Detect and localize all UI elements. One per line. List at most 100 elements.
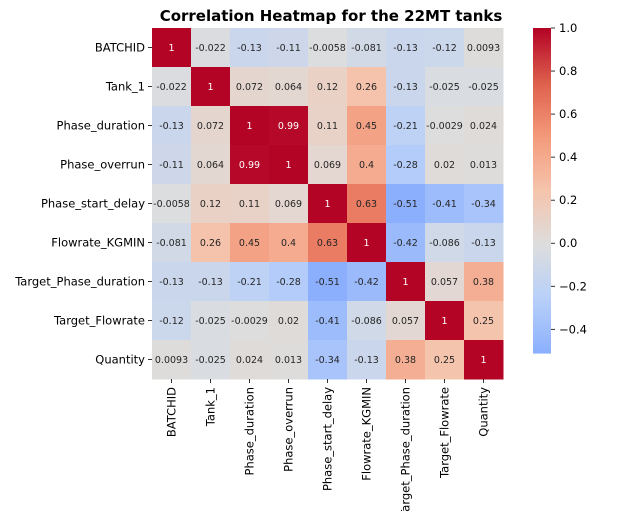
colorbar-segment (533, 138, 551, 142)
colorbar-segment (533, 175, 551, 179)
colorbar-segment (533, 270, 551, 274)
heatmap-cell (464, 223, 504, 263)
colorbar-segment (533, 163, 551, 167)
heatmap-cell (308, 223, 348, 263)
heatmap-cell-value: -0.34 (315, 355, 340, 366)
heatmap-cell-value: -0.0029 (426, 121, 463, 132)
heatmap-cell-value: 0.99 (239, 160, 260, 171)
heatmap-cell-value: 0.069 (275, 199, 302, 210)
heatmap-cell (230, 301, 270, 341)
heatmap-cell-value: -0.41 (432, 199, 457, 210)
colorbar-segment (533, 323, 551, 327)
colorbar-segment (533, 208, 551, 212)
heatmap-cell-value: 0.072 (197, 121, 224, 132)
colorbar-segment (533, 173, 551, 177)
heatmap-cell-value: 0.069 (314, 160, 341, 171)
x-tick-label: Tank_1 (204, 387, 218, 427)
colorbar-segment (533, 220, 551, 224)
heatmap-cell (347, 28, 387, 68)
colorbar-segment (533, 245, 551, 249)
heatmap-cell-labels: 1 -0.022 -0.13 -0.11 -0.0058 -0.081 -0.13 -0.12… (153, 43, 500, 366)
colorbar-segment (533, 213, 551, 217)
colorbar: 1.0 0.8 0.6 0.4 0.2 0.0 −0.2 −0.4 (533, 21, 587, 354)
colorbar-segment (533, 98, 551, 102)
heatmap-cell (269, 184, 309, 224)
colorbar-segment (533, 160, 551, 164)
heatmap-cell-value: 0.057 (431, 277, 458, 288)
heatmap-cell-value: 1 (324, 199, 330, 210)
heatmap-cell (269, 145, 309, 185)
colorbar-segment (533, 263, 551, 267)
heatmap-cell (347, 223, 387, 263)
heatmap-cell (230, 262, 270, 302)
heatmap-cell-value: -0.025 (468, 82, 499, 93)
heatmap-cell (386, 145, 426, 185)
heatmap-cell-value: -0.13 (393, 82, 418, 93)
colorbar-segment (533, 305, 551, 309)
colorbar-tick-label: 1.0 (559, 21, 577, 35)
heatmap-cell-value: 0.057 (392, 316, 419, 327)
heatmap-cell-value: -0.025 (195, 316, 226, 327)
heatmap-cell-value: 0.26 (200, 238, 221, 249)
colorbar-segment (533, 278, 551, 282)
heatmap-cell-value: -0.51 (315, 277, 340, 288)
colorbar-segment (533, 40, 551, 44)
heatmap-cell-value: 0.26 (356, 82, 377, 93)
heatmap-cell (425, 67, 465, 107)
colorbar-segment (533, 238, 551, 242)
heatmap-cell (152, 262, 192, 302)
heatmap-cell (152, 223, 192, 263)
colorbar-segment (533, 218, 551, 222)
heatmap-cell (230, 67, 270, 107)
heatmap-cell-value: -0.0058 (153, 199, 190, 210)
colorbar-segment (533, 95, 551, 99)
heatmap-cell-value: -0.28 (393, 160, 418, 171)
heatmap-cell-value: 1 (402, 277, 408, 288)
heatmap-cell (152, 184, 192, 224)
colorbar-segment (533, 243, 551, 247)
heatmap-cell-value: 0.4 (359, 160, 374, 171)
y-tick-label: Target_Phase_duration (14, 275, 145, 289)
heatmap-cell-value: 0.072 (236, 82, 263, 93)
heatmap-cells (152, 28, 504, 380)
colorbar-segment (533, 315, 551, 319)
heatmap-cell-value: 0.0093 (467, 43, 500, 54)
colorbar-segment (533, 308, 551, 312)
heatmap-cell-value: 0.11 (239, 199, 260, 210)
heatmap-cell (269, 223, 309, 263)
colorbar-segment (533, 228, 551, 232)
heatmap-cell (425, 184, 465, 224)
heatmap-cell-value: -0.13 (159, 121, 184, 132)
heatmap-cell (386, 106, 426, 146)
heatmap-cell-value: 0.25 (434, 355, 455, 366)
heatmap-cell-value: -0.11 (159, 160, 184, 171)
colorbar-segment (533, 165, 551, 169)
heatmap-cell (152, 28, 192, 68)
heatmap-cell (269, 28, 309, 68)
heatmap-cell (464, 28, 504, 68)
heatmap-cell-value: -0.022 (195, 43, 226, 54)
heatmap-cell (464, 340, 504, 380)
colorbar-segment (533, 350, 551, 354)
heatmap-cell-value: 0.12 (317, 82, 338, 93)
colorbar-segment (533, 225, 551, 229)
heatmap-cell (464, 145, 504, 185)
heatmap-cell (386, 67, 426, 107)
colorbar-segment (533, 78, 551, 82)
heatmap-cell-value: 0.0093 (155, 355, 188, 366)
heatmap-cell-value: 0.12 (200, 199, 221, 210)
heatmap-cell-value: -0.0058 (309, 43, 346, 54)
heatmap-cell (425, 223, 465, 263)
x-tick-label: BATCHID (165, 387, 179, 437)
heatmap-cell-value: 1 (480, 355, 486, 366)
colorbar-segment (533, 45, 551, 49)
heatmap-cell-value: -0.21 (237, 277, 262, 288)
colorbar-segment (533, 68, 551, 72)
heatmap-cell (230, 145, 270, 185)
heatmap-cell (347, 67, 387, 107)
heatmap-cell (464, 67, 504, 107)
colorbar-segment (533, 150, 551, 154)
heatmap-cell (230, 184, 270, 224)
heatmap-cell-value: -0.13 (198, 277, 223, 288)
